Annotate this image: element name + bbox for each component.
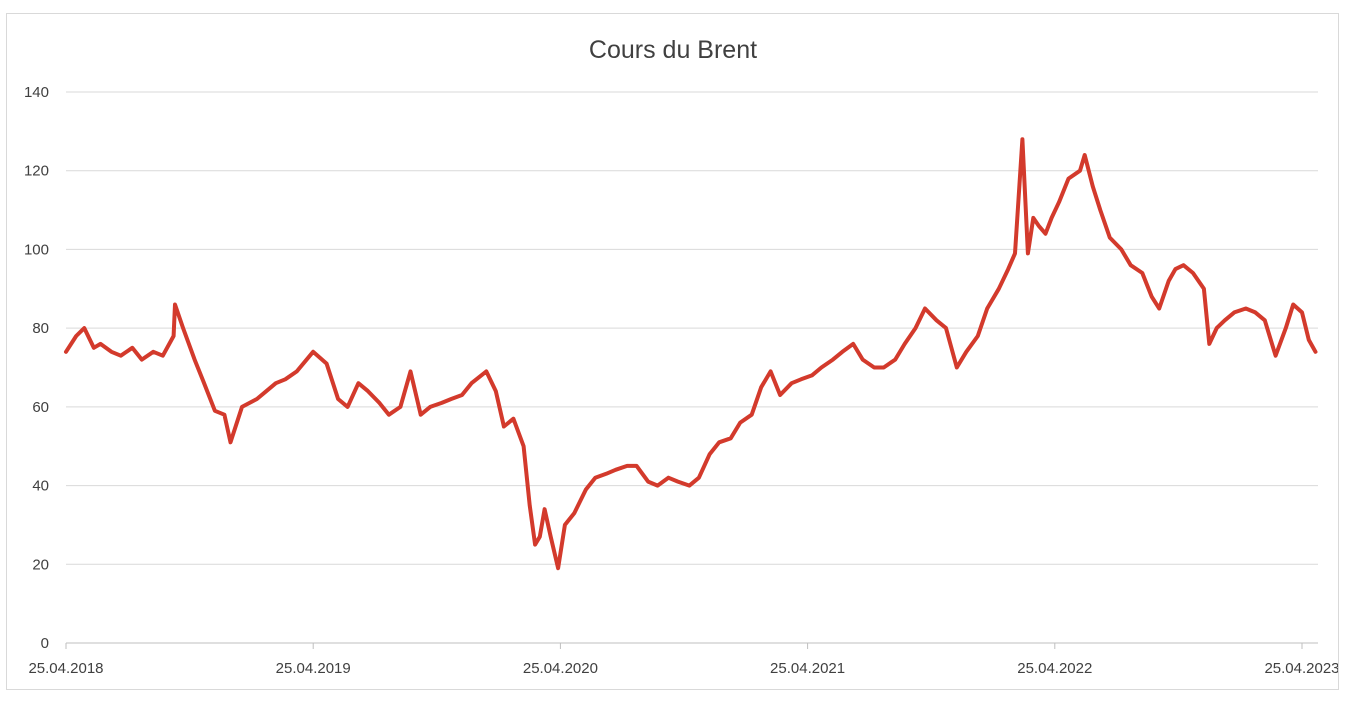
chart-title: Cours du Brent	[589, 36, 757, 64]
y-tick-label: 60	[32, 399, 49, 416]
series-layer	[64, 137, 1318, 571]
chart-canvas: Cours du Brent 0 20 40 60 80 100 120 140 25.04.…	[24, 36, 1338, 677]
gridlines	[66, 91, 1318, 644]
y-tick-label: 80	[32, 320, 49, 337]
x-tick-label: 25.04.2023	[1264, 660, 1338, 677]
y-tick-label: 120	[24, 163, 49, 180]
chart-frame: Cours du Brent 0 20 40 60 80 100 120 140 25.04.…	[6, 13, 1339, 690]
x-axis-ticks: 25.04.2018 25.04.2019 25.04.2020 25.04.2021…	[28, 643, 1338, 677]
y-tick-label: 40	[32, 478, 49, 495]
y-tick-label: 0	[41, 635, 49, 652]
x-tick-label: 25.04.2019	[276, 660, 351, 677]
x-tick-label: 25.04.2020	[523, 660, 598, 677]
y-tick-label: 20	[32, 556, 49, 573]
series-line-brent	[64, 137, 1318, 571]
y-tick-label: 100	[24, 241, 49, 258]
y-axis-ticks: 0 20 40 60 80 100 120 140	[24, 84, 49, 652]
x-tick-label: 25.04.2021	[770, 660, 845, 677]
x-tick-label: 25.04.2022	[1017, 660, 1092, 677]
x-tick-label: 25.04.2018	[28, 660, 103, 677]
y-tick-label: 140	[24, 84, 49, 101]
